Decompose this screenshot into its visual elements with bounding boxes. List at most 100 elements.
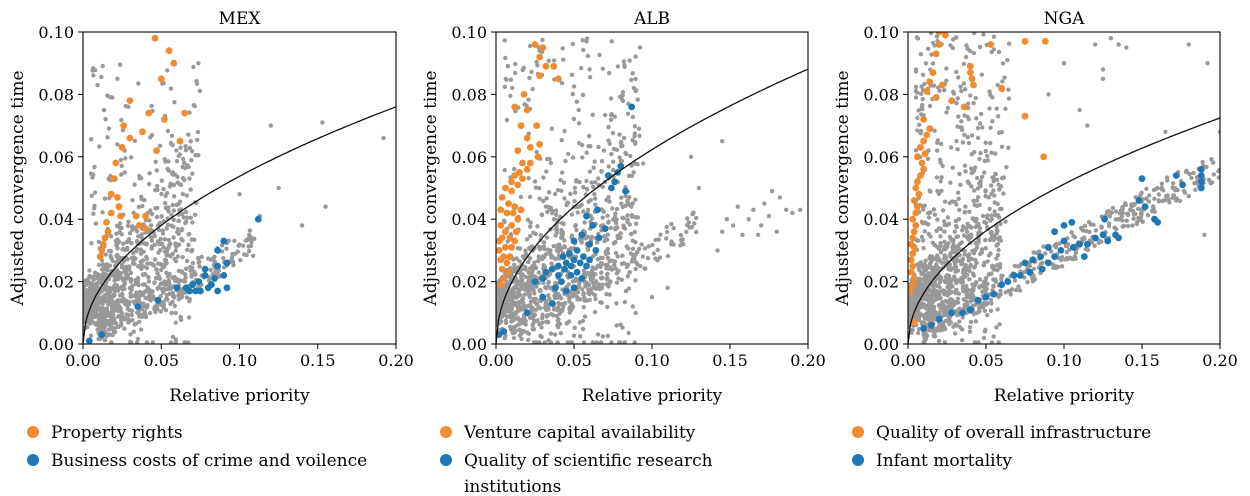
background-point bbox=[954, 234, 959, 239]
series-1-point bbox=[511, 203, 519, 211]
series-1-point bbox=[101, 234, 109, 242]
series-1-point bbox=[920, 116, 927, 123]
background-point bbox=[187, 145, 193, 151]
background-point bbox=[584, 178, 589, 184]
background-point bbox=[1155, 185, 1160, 191]
background-point bbox=[1078, 225, 1084, 231]
background-point bbox=[966, 292, 971, 298]
background-point bbox=[1186, 193, 1191, 199]
background-point bbox=[555, 187, 561, 193]
background-point bbox=[962, 163, 968, 168]
background-point bbox=[556, 307, 561, 313]
background-point bbox=[526, 259, 531, 265]
background-point bbox=[175, 254, 181, 259]
background-point bbox=[1171, 181, 1176, 186]
background-point bbox=[625, 202, 630, 207]
background-point bbox=[922, 273, 928, 278]
series-2-point bbox=[570, 237, 578, 245]
background-point bbox=[990, 265, 995, 270]
background-point bbox=[605, 262, 610, 267]
background-point bbox=[92, 290, 98, 296]
background-point bbox=[170, 290, 176, 296]
background-point bbox=[580, 326, 586, 332]
background-point bbox=[168, 340, 174, 344]
background-point bbox=[186, 242, 191, 248]
series-1-point bbox=[967, 69, 974, 76]
background-point bbox=[1217, 167, 1220, 172]
background-point bbox=[91, 172, 96, 177]
background-point bbox=[972, 340, 978, 344]
background-point bbox=[934, 289, 939, 294]
background-point bbox=[560, 170, 565, 175]
background-point bbox=[569, 340, 575, 344]
legend-marker-1 bbox=[440, 426, 452, 438]
background-point bbox=[947, 234, 953, 240]
background-point bbox=[1083, 246, 1089, 252]
background-point bbox=[932, 308, 937, 314]
background-point bbox=[623, 150, 628, 156]
background-point bbox=[508, 289, 514, 295]
series-2-point bbox=[214, 262, 222, 270]
background-point bbox=[92, 206, 97, 211]
series-1-point bbox=[531, 41, 539, 48]
background-point bbox=[117, 62, 123, 67]
background-point bbox=[989, 230, 994, 235]
series-2-point bbox=[214, 247, 222, 254]
background-point bbox=[957, 171, 962, 177]
background-point bbox=[174, 202, 179, 208]
background-point bbox=[527, 43, 533, 49]
background-point bbox=[197, 88, 203, 94]
background-point bbox=[963, 169, 968, 174]
background-point bbox=[101, 107, 107, 113]
series-1-point bbox=[923, 87, 931, 95]
background-point bbox=[181, 215, 186, 220]
background-point bbox=[991, 34, 997, 39]
background-point bbox=[1064, 250, 1070, 255]
background-point bbox=[959, 88, 964, 94]
series-2-point bbox=[586, 240, 593, 248]
background-point bbox=[976, 195, 981, 200]
background-point bbox=[115, 76, 120, 82]
background-point bbox=[1049, 249, 1054, 254]
background-point bbox=[669, 239, 674, 244]
background-point bbox=[499, 289, 504, 294]
background-point bbox=[110, 258, 116, 264]
background-point bbox=[948, 145, 954, 150]
background-point bbox=[114, 231, 119, 236]
background-point bbox=[496, 307, 499, 312]
background-point bbox=[150, 340, 155, 344]
background-point bbox=[188, 215, 193, 220]
background-point bbox=[230, 259, 236, 264]
background-point bbox=[149, 103, 154, 109]
background-point bbox=[962, 210, 967, 215]
legend-marker-2 bbox=[27, 454, 39, 466]
background-point bbox=[561, 180, 567, 185]
background-point bbox=[502, 168, 507, 173]
background-point bbox=[632, 229, 637, 235]
background-point bbox=[106, 126, 112, 131]
background-point bbox=[938, 179, 943, 184]
series-1-point bbox=[517, 122, 525, 129]
background-point bbox=[525, 217, 531, 222]
background-point bbox=[995, 82, 1000, 88]
series-1-point bbox=[948, 97, 956, 104]
background-point bbox=[981, 335, 987, 341]
background-point bbox=[630, 138, 635, 143]
background-point bbox=[499, 292, 504, 297]
background-point bbox=[533, 307, 539, 312]
background-point bbox=[542, 265, 548, 270]
background-point bbox=[935, 148, 940, 153]
series-2-point bbox=[531, 278, 539, 285]
background-point bbox=[147, 310, 153, 316]
background-point bbox=[960, 224, 966, 229]
background-point bbox=[538, 306, 543, 311]
background-point bbox=[600, 184, 605, 189]
series-2-point bbox=[197, 287, 204, 295]
background-point bbox=[974, 116, 979, 121]
series-2-point bbox=[1010, 272, 1018, 279]
x-tick-label: 0.15 bbox=[1124, 351, 1160, 370]
series-2-point bbox=[559, 253, 567, 260]
series-1-point bbox=[498, 265, 506, 273]
background-point bbox=[595, 285, 600, 290]
background-point bbox=[994, 177, 1000, 182]
